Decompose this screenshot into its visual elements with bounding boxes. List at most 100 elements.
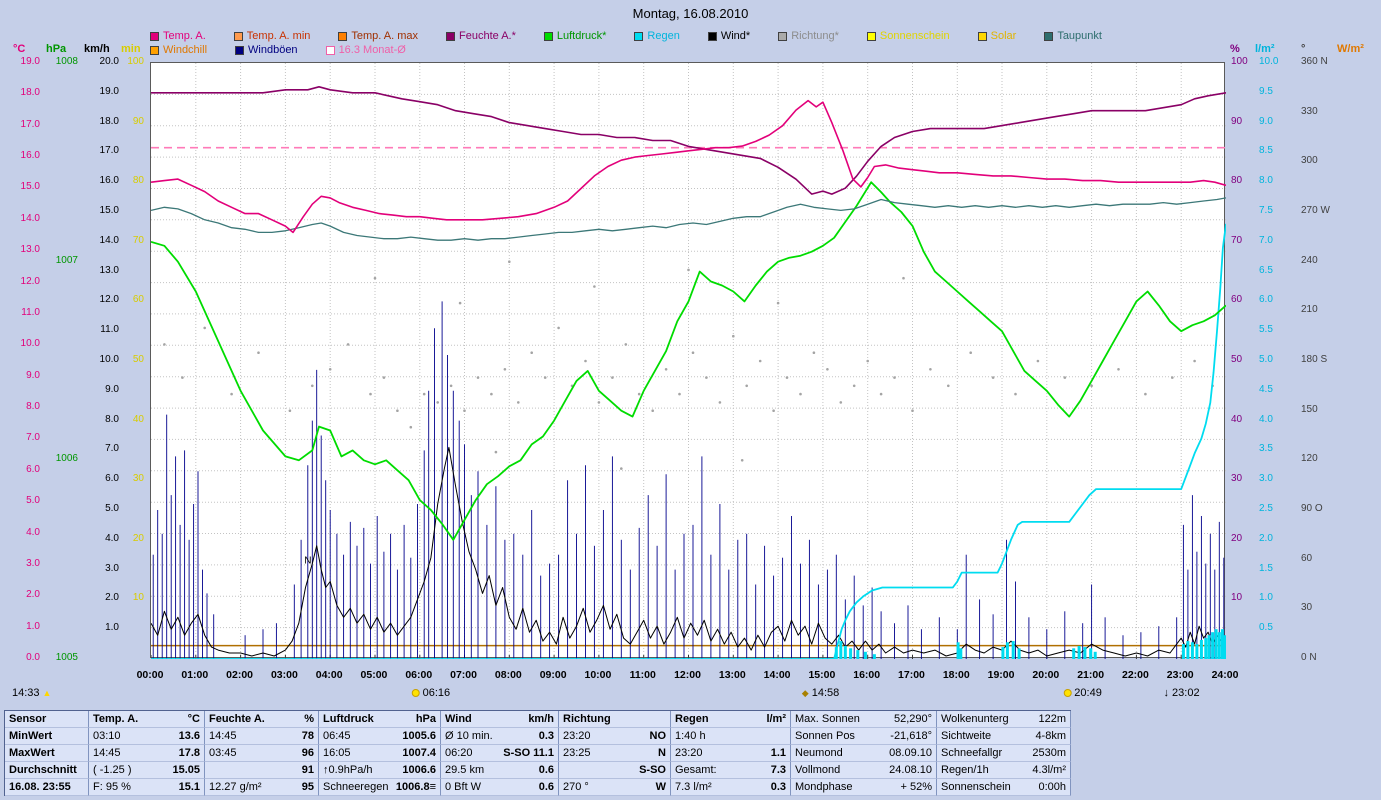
series-regen-summe bbox=[151, 223, 1226, 659]
cell-meta: Vollmond bbox=[795, 764, 841, 776]
x-axis-label: 02:00 bbox=[226, 669, 254, 681]
legend-item-feuchte-a[interactable]: Feuchte A.* bbox=[446, 31, 516, 42]
legend-item-solar[interactable]: Solar bbox=[977, 31, 1016, 42]
legend-label: Windböen bbox=[248, 44, 298, 56]
cell-meta: Temp. A. bbox=[93, 713, 139, 725]
legend-item-sonnenschein[interactable]: Sonnenschein bbox=[866, 31, 950, 42]
table-cell: 03:45 96 bbox=[205, 745, 319, 762]
legend-item-luftdruck[interactable]: Luftdruck* bbox=[543, 31, 606, 42]
cell-value: S-SO 11.1 bbox=[503, 747, 554, 759]
sun-icon bbox=[1063, 689, 1072, 697]
axis-tick-deg: 210 bbox=[1301, 304, 1318, 316]
cell-value: 0.6 bbox=[538, 781, 554, 793]
legend-label: 16.3 Monat-Ø bbox=[338, 44, 406, 56]
legend-item-windb-en[interactable]: Windböen bbox=[235, 45, 298, 56]
axis-tick-temp_c: 4.0 bbox=[26, 526, 40, 538]
series-luftdruck bbox=[151, 181, 1226, 541]
axis-tick-lm2: 9.0 bbox=[1259, 115, 1273, 127]
cell-meta: 06:45 bbox=[323, 730, 351, 742]
legend-item-richtung[interactable]: Richtung* bbox=[778, 31, 839, 42]
cell-meta: Richtung bbox=[563, 713, 611, 725]
legend-row: Temp. A. Temp. A. min Temp. A. max Feuchte … bbox=[150, 30, 1235, 43]
cell-value: % bbox=[304, 713, 314, 725]
legend-item-temp-a-max[interactable]: Temp. A. max bbox=[338, 31, 418, 42]
legend: Temp. A. Temp. A. min Temp. A. max Feuchte … bbox=[150, 30, 1235, 58]
cell-value: 91 bbox=[301, 764, 314, 776]
axis-tick-lm2: 4.0 bbox=[1259, 413, 1273, 425]
axis-tick-sunmin: 40 bbox=[132, 413, 144, 425]
cell-meta: ↑0.9hPa/h bbox=[323, 764, 373, 776]
cell-value: -21,618° bbox=[890, 730, 932, 742]
x-axis-label: 08:00 bbox=[494, 669, 522, 681]
axis-tick-hpa: 1006 bbox=[55, 453, 78, 465]
cell-meta: 14:45 bbox=[93, 747, 121, 759]
cell-value: 1007.4 bbox=[402, 747, 436, 759]
legend-swatch bbox=[707, 32, 717, 41]
x-axis-label: 11:00 bbox=[629, 669, 656, 681]
cell-meta: 0 Bft W bbox=[445, 781, 482, 793]
astro-time-label: 14:33 bbox=[12, 687, 40, 699]
axis-tick-kmh: 18.0 bbox=[99, 115, 119, 127]
axis-tick-temp_c: 7.0 bbox=[26, 432, 40, 444]
legend-swatch bbox=[338, 32, 348, 41]
legend-item-taupunkt[interactable]: Taupunkt bbox=[1044, 31, 1102, 42]
axis-tick-kmh: 11.0 bbox=[100, 324, 119, 336]
legend-item-16-3-monat[interactable]: 16.3 Monat-Ø bbox=[325, 44, 406, 56]
table-cell: Sichtweite 4-8km bbox=[937, 728, 1071, 745]
axis-unit-lm2: l/m² bbox=[1255, 43, 1275, 55]
cell-meta: Luftdruck bbox=[323, 713, 374, 725]
table-cell: Luftdruck hPa bbox=[319, 711, 441, 728]
legend-item-windchill[interactable]: Windchill bbox=[150, 45, 207, 56]
legend-item-wind[interactable]: Wind* bbox=[707, 30, 751, 42]
axis-tick-lm2: 10.0 bbox=[1259, 56, 1279, 67]
astro-marker-06-16: 06:16 bbox=[411, 687, 450, 699]
cell-value: 52,290° bbox=[893, 713, 932, 725]
axis-tick-lm2: 3.0 bbox=[1259, 473, 1273, 485]
axis-tick-deg: 300 bbox=[1301, 155, 1318, 167]
x-axis-label: 13:00 bbox=[718, 669, 746, 681]
table-cell: 23:20 NO bbox=[559, 728, 671, 745]
axis-tick-pct: 50 bbox=[1231, 354, 1243, 365]
axis-tick-kmh: 7.0 bbox=[105, 443, 119, 455]
astro-time-label: 14:58 bbox=[811, 687, 840, 699]
legend-item-regen[interactable]: Regen bbox=[634, 30, 680, 42]
legend-item-temp-a[interactable]: Temp. A. bbox=[150, 31, 206, 42]
legend-label: Regen bbox=[647, 30, 680, 42]
axis-tick-kmh: 10.0 bbox=[99, 354, 119, 365]
cell-meta: 16.08. 23:55 bbox=[9, 781, 71, 793]
axis-tick-temp_c: 12.0 bbox=[20, 275, 40, 287]
table-cell: 12.27 g/m² 95 bbox=[205, 779, 319, 796]
axis-tick-kmh: 13.0 bbox=[99, 264, 119, 276]
axis-tick-sunmin: 60 bbox=[132, 294, 144, 306]
axis-tick-lm2: 4.5 bbox=[1259, 383, 1273, 395]
axis-tick-temp_c: 0.0 bbox=[26, 652, 40, 663]
axis-tick-kmh: 3.0 bbox=[105, 562, 119, 574]
legend-label: Wind* bbox=[720, 30, 751, 42]
legend-swatch bbox=[325, 46, 335, 55]
axis-tick-temp_c: 11.0 bbox=[21, 306, 40, 318]
legend-item-temp-a-min[interactable]: Temp. A. min bbox=[233, 31, 310, 42]
legend-swatch bbox=[543, 32, 553, 41]
table-cell: Gesamt: 7.3 bbox=[671, 762, 791, 779]
cell-meta: 23:20 bbox=[675, 747, 703, 759]
table-cell: MaxWert bbox=[5, 745, 89, 762]
legend-swatch bbox=[634, 32, 644, 41]
cell-value: W bbox=[655, 781, 666, 793]
cell-meta: Regen bbox=[675, 713, 709, 725]
x-axis-label: 10:00 bbox=[584, 669, 612, 681]
astro-time-label: 23:02 bbox=[1172, 687, 1200, 699]
axis-tick-deg: 270 W bbox=[1301, 205, 1330, 216]
axis-tick-deg: 240 bbox=[1301, 254, 1318, 266]
axis-tick-sunmin: 70 bbox=[132, 234, 144, 246]
axis-tick-deg: 360 N bbox=[1301, 56, 1328, 67]
legend-swatch bbox=[235, 46, 245, 55]
axis-tick-hpa: 1008 bbox=[55, 56, 78, 67]
axis-tick-temp_c: 1.0 bbox=[26, 620, 40, 632]
cell-meta: Ø 10 min. bbox=[445, 730, 493, 742]
astro-time-label: 20:49 bbox=[1074, 687, 1102, 699]
cell-value: N bbox=[658, 747, 666, 759]
axis-tick-lm2: 2.0 bbox=[1259, 532, 1273, 544]
cell-value: 95 bbox=[301, 781, 314, 793]
axis-tick-temp_c: 6.0 bbox=[26, 463, 40, 475]
